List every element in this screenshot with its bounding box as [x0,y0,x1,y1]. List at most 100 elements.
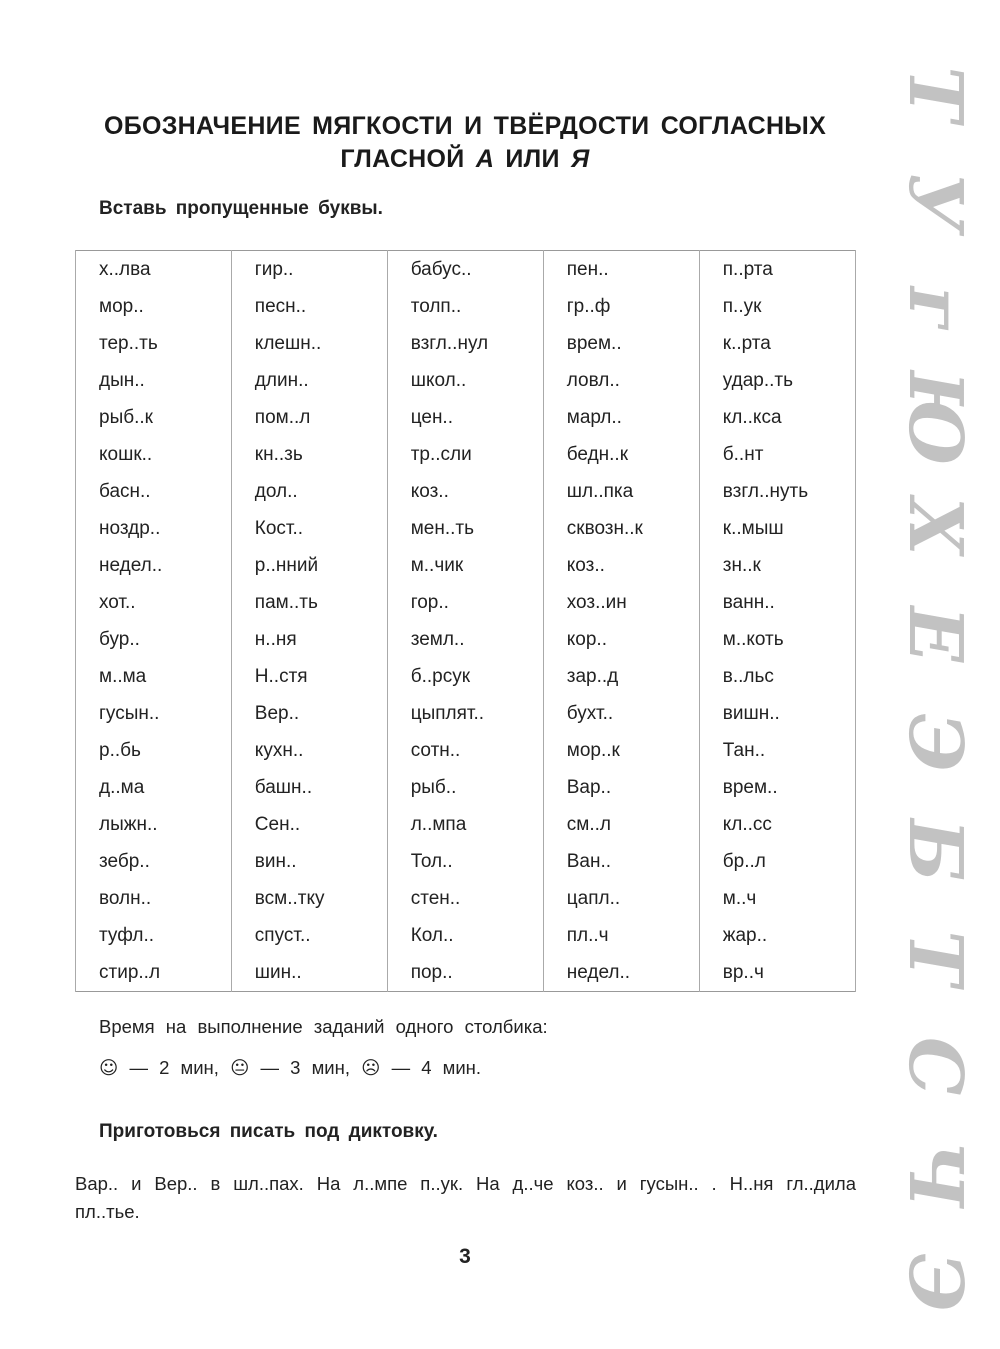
word-cell: р..нний [230,547,388,584]
table-row: ноздр.. Кост.. мен..ть сквозн..к к..мыш [75,510,857,547]
word-cell: бабус.. [386,250,544,288]
decorative-letter: Э [892,704,978,780]
word-cell: м..чик [386,547,544,584]
word-cell: х..лва [75,250,232,288]
word-cell: бур.. [75,621,232,658]
title-text: ИЛИ [494,145,572,173]
word-cell: всм..тку [230,880,388,917]
word-cell: гусын.. [75,695,232,732]
word-cell: б..нт [698,436,857,473]
word-cell: цапл.. [542,880,700,917]
word-cell: зн..к [698,547,857,584]
page-title: ОБОЗНАЧЕНИЕ МЯГКОСТИ И ТВЁРДОСТИ СОГЛАСН… [60,110,870,176]
word-cell: длин.. [230,362,388,399]
word-cell: стир..л [75,954,232,992]
neutral-face-icon: 😐 [230,1058,250,1079]
word-cell: ноздр.. [75,510,232,547]
decorative-letter: Б [892,810,978,890]
word-cell: кл..кса [698,399,857,436]
time-value: — 2 мин, [129,1057,219,1078]
word-cell: пам..ть [230,584,388,621]
decorative-letter: Т [892,58,978,130]
word-cell: рыб..к [75,399,232,436]
word-cell: Тол.. [386,843,544,880]
word-cell: м..коть [698,621,857,658]
word-cell: гр..ф [542,288,700,325]
dictation-instruction: Приготовься писать под диктовку. [99,1121,438,1142]
decorative-letter: Э [892,1244,978,1320]
word-cell: земл.. [386,621,544,658]
word-cell: мор.. [75,288,232,325]
table-row: м..ма Н..стя б..рсук зар..д в..льс [75,658,857,695]
word-cell: Кост.. [230,510,388,547]
title-text: ГЛАСНОЙ [340,145,476,173]
table-row: стир..л шин.. пор.. недел.. вр..ч [75,954,857,992]
word-cell: басн.. [75,473,232,510]
word-cell: кл..сс [698,806,857,843]
table-row: р..бь кухн.. сотн.. мор..к Тан.. [75,732,857,769]
word-cell: дол.. [230,473,388,510]
word-cell: шл..пка [542,473,700,510]
word-cell: лыжн.. [75,806,232,843]
decorative-letter: г [892,279,978,341]
word-cell: м..ма [75,658,232,695]
word-cell: к..рта [698,325,857,362]
decorative-letter: Т [892,922,978,994]
word-cell: марл.. [542,399,700,436]
word-cell: к..мыш [698,510,857,547]
word-cell: зебр.. [75,843,232,880]
title-line-1: ОБОЗНАЧЕНИЕ МЯГКОСТИ И ТВЁРДОСТИ СОГЛАСН… [103,112,827,140]
word-cell: вин.. [230,843,388,880]
word-cell: рыб.. [386,769,544,806]
word-cell: д..ма [75,769,232,806]
table-row: кошк.. кн..зь тр..сли бедн..к б..нт [75,436,857,473]
word-cell: пом..л [230,399,388,436]
letter-a: А [475,145,495,173]
word-cell: пл..ч [542,917,700,954]
word-cell: Тан.. [698,732,857,769]
word-cell: ловл.. [542,362,700,399]
word-cell: врем.. [542,325,700,362]
word-cell: сквозн..к [542,510,700,547]
table-row: бур.. н..ня земл.. кор.. м..коть [75,621,857,658]
frowning-face-icon: ☹ [361,1058,381,1079]
time-label: Время на выполнение заданий одного столб… [99,1016,548,1037]
word-cell: р..бь [75,732,232,769]
word-cell: бухт.. [542,695,700,732]
word-cell: хоз..ин [542,584,700,621]
decorative-letter: С [892,1028,978,1104]
decorative-letter: Ю [892,362,978,474]
word-cell: вишн.. [698,695,857,732]
word-cell: песн.. [230,288,388,325]
word-cell: Н..стя [230,658,388,695]
title-line-2: ГЛАСНОЙ А ИЛИ Я [60,143,870,176]
word-table: х..лва гир.. бабус.. пен.. п..рта мор.. песн..… [75,250,857,992]
table-row: тер..ть клешн.. взгл..нул врем.. к..рта [75,325,857,362]
word-cell: тр..сли [386,436,544,473]
table-row: волн.. всм..тку стен.. цапл.. м..ч [75,880,857,917]
word-cell: недел.. [542,954,700,992]
word-cell: п..рта [698,250,857,288]
word-cell: см..л [542,806,700,843]
word-cell: башн.. [230,769,388,806]
letter-ya: Я [571,145,590,173]
word-cell: коз.. [542,547,700,584]
word-cell: волн.. [75,880,232,917]
decorative-letter: Е [892,598,978,670]
word-cell: Ван.. [542,843,700,880]
table-row: гусын.. Вер.. цыплят.. бухт.. вишн.. [75,695,857,732]
word-cell: зар..д [542,658,700,695]
table-row: рыб..к пом..л цен.. марл.. кл..кса [75,399,857,436]
word-cell: удар..ть [698,362,857,399]
word-cell: вр..ч [698,954,857,992]
task-instruction: Вставь пропущенные буквы. [99,198,383,219]
word-cell: врем.. [698,769,857,806]
word-cell: пен.. [542,250,700,288]
table-row: дын.. длин.. школ.. ловл.. удар..ть [75,362,857,399]
time-value: — 3 мин, [260,1057,350,1078]
word-cell: гир.. [230,250,388,288]
word-cell: сотн.. [386,732,544,769]
table-row: зебр.. вин.. Тол.. Ван.. бр..л [75,843,857,880]
word-cell: м..ч [698,880,857,917]
